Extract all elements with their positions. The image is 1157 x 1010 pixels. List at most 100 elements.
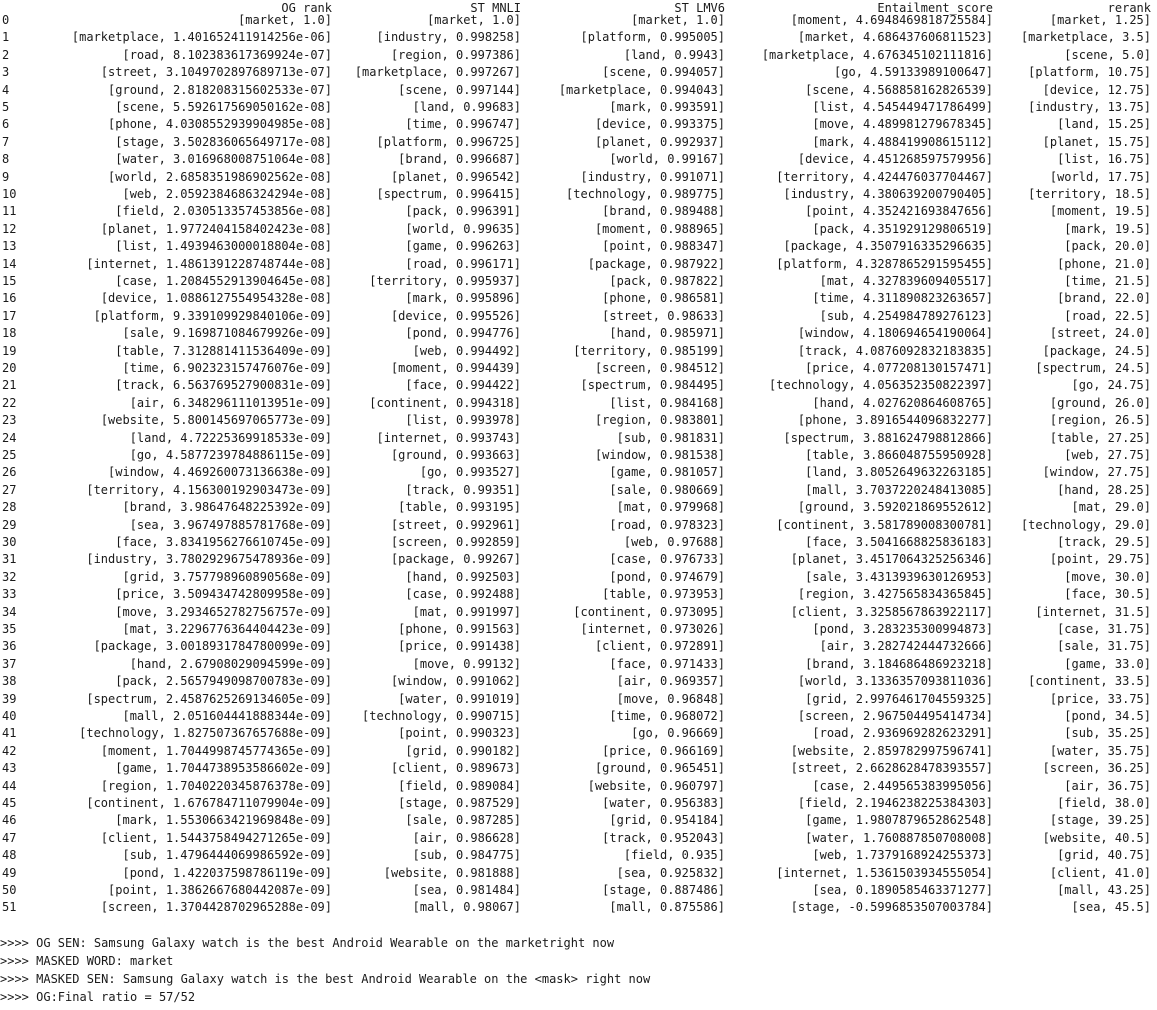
st-lmv6-cell: [marketplace, 0.994043] (558, 82, 725, 97)
row-index: 38 (2, 674, 17, 689)
st-lmv6-cell: [web, 0.97688] (623, 535, 725, 549)
table-row: 36 [package, 3.0018931784780099e-09] [pric… (0, 638, 1157, 655)
table-row: 39 [spectrum, 2.4587625269134605e-09] [wat… (0, 691, 1157, 708)
table-row: 44 [region, 1.7040220345876378e-09] [field… (0, 778, 1157, 795)
table-row: 47 [client, 1.5443758494271265e-09] [air, … (0, 830, 1157, 847)
rerank-cell: [spectrum, 24.5] (1035, 361, 1151, 375)
st-mnli-cell: [land, 0.99683] (412, 100, 521, 114)
rerank-cell: [face, 30.5] (1064, 587, 1151, 602)
row-index: 11 (2, 204, 17, 219)
st-lmv6-cell: [track, 0.952043] (602, 830, 725, 845)
rerank-cell: [price, 33.75] (1049, 691, 1151, 706)
entailment-score-cell: [world, 3.1336357093811036] (797, 674, 993, 689)
row-index: 40 (2, 709, 17, 723)
entailment-score-cell: [phone, 3.8916544096832277] (797, 413, 993, 428)
rerank-cell: [client, 41.0] (1049, 865, 1151, 880)
row-index: 13 (2, 239, 17, 254)
row-index: 12 (2, 221, 17, 236)
rerank-cell: [point, 29.75] (1049, 552, 1151, 567)
entailment-score-cell: [marketplace, 4.676345102111816] (761, 47, 993, 62)
table-row: 45 [continent, 1.676784711079904e-09] [sta… (0, 795, 1157, 812)
entailment-score-cell: [spectrum, 3.881624798812866] (783, 430, 993, 445)
table-row: 1 [marketplace, 1.401652411914256e-06] [in… (0, 29, 1157, 46)
st-mnli-cell: [market, 1.0] (427, 13, 521, 27)
row-index: 23 (2, 413, 17, 428)
entailment-score-cell: [mat, 4.327839609405517] (819, 274, 993, 288)
rerank-cell: [scene, 5.0] (1064, 47, 1151, 62)
masked-sentence-line: >>>> MASKED SEN: Samsung Galaxy watch is… (0, 972, 651, 986)
og-rank-cell: [technology, 1.827507367657688e-09] (79, 726, 332, 741)
rerank-cell: [territory, 18.5] (1028, 187, 1151, 201)
st-lmv6-cell: [grid, 0.954184] (609, 813, 725, 828)
rerank-cell: [market, 1.25] (1049, 13, 1151, 27)
st-mnli-cell: [point, 0.990323] (398, 726, 521, 741)
row-index: 36 (2, 639, 17, 654)
entailment-score-cell: [grid, 2.9976461704559325] (805, 691, 993, 706)
entailment-score-cell: [point, 4.352421693847656] (805, 204, 993, 219)
st-lmv6-cell: [pond, 0.974679] (609, 569, 725, 584)
entailment-score-cell: [internet, 1.5361503934555054] (776, 865, 993, 880)
st-mnli-cell: [mark, 0.995896] (405, 291, 521, 306)
table-row: 9 [world, 2.6858351986902562e-08] [planet,… (0, 169, 1157, 186)
rerank-cell: [move, 30.0] (1064, 569, 1151, 584)
entailment-score-cell: [sale, 3.4313939630126953] (805, 569, 993, 584)
entailment-score-cell: [track, 4.0876092832183835] (797, 343, 993, 358)
st-mnli-cell: [world, 0.99635] (405, 221, 521, 236)
entailment-score-cell: [planet, 3.4517064325256346] (790, 552, 993, 567)
og-rank-cell: [package, 3.0018931784780099e-09] (93, 639, 332, 654)
table-row: 43 [game, 1.7044738953586602e-09] [client,… (0, 760, 1157, 777)
col-header-entailment-score: Entailment_score (877, 1, 993, 15)
row-index: 14 (2, 256, 17, 271)
og-rank-cell: [territory, 4.156300192903473e-09] (86, 482, 332, 497)
table-row: 34 [move, 3.2934652782756757e-09] [mat, 0.… (0, 604, 1157, 621)
st-lmv6-cell: [industry, 0.991071] (580, 169, 726, 184)
st-mnli-cell: [spectrum, 0.996415] (376, 187, 522, 201)
entailment-score-cell: [window, 4.180694654190064] (797, 326, 993, 341)
st-lmv6-cell: [world, 0.99167] (609, 152, 725, 167)
st-mnli-cell: [window, 0.991062] (390, 674, 521, 689)
table-row: 0 [market, 1.0] [market, 1.0] [market, 1.0]… (0, 12, 1157, 29)
entailment-score-cell: [continent, 3.581789008300781] (776, 517, 993, 532)
og-rank-cell: [website, 5.800145697065773e-09] (100, 413, 332, 428)
st-mnli-cell: [mat, 0.991997] (412, 604, 521, 619)
table-row: 51 [screen, 1.3704428702965288e-09] [mall,… (0, 899, 1157, 916)
row-index: 1 (2, 30, 10, 45)
og-rank-cell: [platform, 9.339109929840106e-09] (93, 308, 332, 323)
og-rank-cell: [case, 1.2084552913904645e-08] (115, 274, 332, 288)
row-index: 0 (2, 13, 10, 27)
og-rank-cell: [go, 4.5877239784886115e-09] (129, 448, 332, 462)
rerank-cell: [continent, 33.5] (1028, 674, 1151, 689)
st-lmv6-cell: [sea, 0.925832] (616, 865, 725, 880)
st-mnli-cell: [ground, 0.993663] (390, 448, 521, 462)
st-mnli-cell: [table, 0.993195] (398, 500, 521, 515)
row-index: 33 (2, 587, 17, 602)
st-lmv6-cell: [go, 0.96669] (631, 726, 725, 741)
table-row: 32 [grid, 3.757798960890568e-09] [hand, 0.… (0, 569, 1157, 586)
row-index: 28 (2, 500, 17, 515)
st-lmv6-cell: [mark, 0.993591] (609, 100, 725, 114)
entailment-score-cell: [device, 4.451268597579956] (797, 152, 993, 167)
entailment-score-cell: [website, 2.859782997596741] (790, 743, 993, 758)
rerank-cell: [time, 21.5] (1064, 274, 1151, 288)
entailment-score-cell: [go, 4.59133989100647] (834, 65, 993, 80)
table-row: 16 [device, 1.0886127554954328e-08] [mark,… (0, 290, 1157, 307)
st-lmv6-cell: [region, 0.983801] (594, 413, 725, 428)
st-mnli-cell: [water, 0.991019] (398, 691, 521, 706)
entailment-score-cell: [pond, 3.283235300994873] (812, 622, 993, 636)
row-index: 37 (2, 656, 17, 671)
rerank-cell: [web, 27.75] (1064, 448, 1151, 462)
rerank-cell: [moment, 19.5] (1049, 204, 1151, 219)
st-lmv6-cell: [case, 0.976733] (609, 552, 725, 567)
entailment-score-cell: [price, 4.077208130157471] (805, 361, 993, 375)
og-rank-cell: [brand, 3.98647648225392e-09] (122, 500, 332, 515)
st-mnli-cell: [go, 0.993527] (419, 465, 521, 480)
st-mnli-cell: [road, 0.996171] (405, 256, 521, 271)
st-lmv6-cell: [phone, 0.986581] (602, 291, 725, 306)
st-lmv6-cell: [client, 0.972891] (594, 639, 725, 654)
rerank-cell: [screen, 36.25] (1042, 761, 1151, 776)
rerank-cell: [mark, 19.5] (1064, 221, 1151, 236)
row-index: 44 (2, 778, 17, 793)
row-index: 8 (2, 152, 10, 167)
og-rank-cell: [stage, 3.502836065649717e-08] (115, 134, 332, 149)
